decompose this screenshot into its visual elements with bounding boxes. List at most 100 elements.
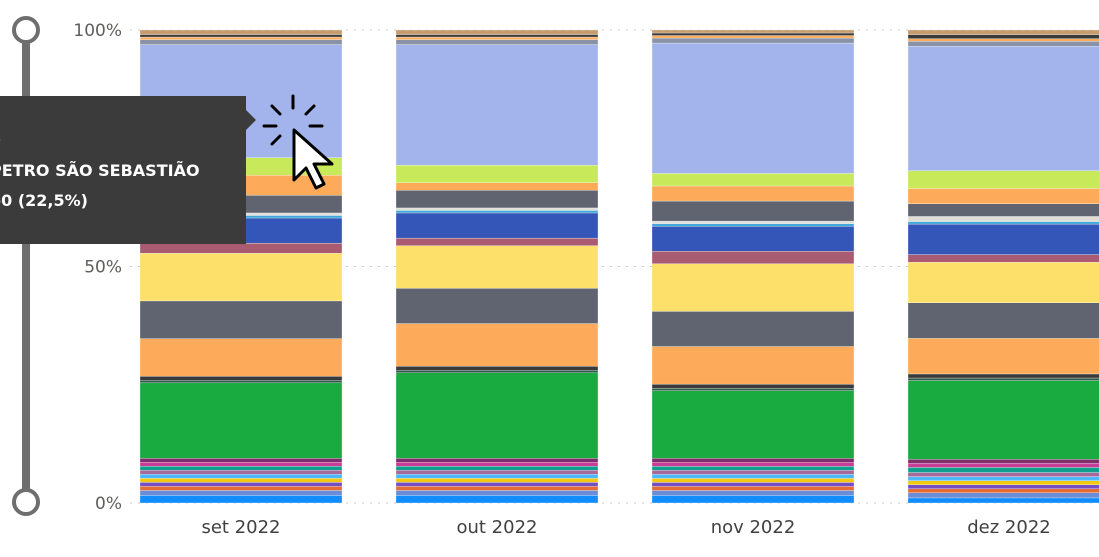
bar-segment[interactable] [651, 458, 855, 463]
bar-segment[interactable] [907, 373, 1099, 379]
bar-segment[interactable] [907, 380, 1099, 460]
bar-segment[interactable] [651, 311, 855, 347]
bar-segment[interactable] [907, 476, 1099, 481]
bar-segment[interactable] [907, 29, 1099, 35]
bar-segment[interactable] [651, 383, 855, 389]
bar-segment[interactable] [907, 170, 1099, 189]
bar-segment[interactable] [907, 459, 1099, 464]
bar-segment[interactable] [139, 462, 343, 467]
bar-segment[interactable] [907, 188, 1099, 204]
bar-segment[interactable] [395, 34, 599, 38]
bar-segment[interactable] [651, 490, 855, 496]
bar-segment[interactable] [395, 182, 599, 191]
bar-segment[interactable] [395, 165, 599, 183]
bar-segment[interactable] [395, 495, 599, 504]
slider-handle-top[interactable] [12, 16, 40, 44]
bar-segment[interactable] [907, 34, 1099, 39]
bar-segment[interactable] [651, 223, 855, 227]
bar-segment[interactable] [651, 466, 855, 471]
bar-segment[interactable] [651, 251, 855, 264]
bar-segment[interactable] [139, 34, 343, 38]
bar-segment[interactable] [651, 263, 855, 312]
bar-segment[interactable] [651, 220, 855, 224]
bar-segment[interactable] [395, 470, 599, 475]
bar-segment[interactable] [139, 474, 343, 479]
bar-segment[interactable] [395, 245, 599, 289]
bar-segment[interactable] [651, 478, 855, 483]
bar-segment[interactable] [907, 377, 1099, 381]
bar-segment[interactable] [907, 254, 1099, 263]
bar-segment[interactable] [395, 482, 599, 487]
bar-segment[interactable] [395, 458, 599, 463]
bar-segment[interactable] [139, 380, 343, 384]
bar-segment[interactable] [395, 237, 599, 246]
bar-segment[interactable] [139, 495, 343, 504]
bar-segment[interactable] [395, 366, 599, 371]
bar-segment[interactable] [395, 490, 599, 496]
bar-segment[interactable] [395, 207, 599, 211]
bar-segment[interactable] [395, 39, 599, 45]
bar-segment[interactable] [907, 488, 1099, 493]
bar-segment[interactable] [395, 29, 599, 35]
bar-segment[interactable] [139, 300, 343, 339]
bar-segment[interactable] [395, 288, 599, 324]
bar-segment[interactable] [395, 212, 599, 239]
bar-segment[interactable] [139, 253, 343, 302]
bar-segment[interactable] [907, 203, 1099, 217]
bar-segment[interactable] [907, 484, 1099, 489]
bar-segment[interactable] [139, 338, 343, 377]
bar-segment[interactable] [907, 472, 1099, 477]
bar-segment[interactable] [139, 478, 343, 483]
bar-segment[interactable] [395, 190, 599, 209]
bar-segment[interactable] [651, 495, 855, 504]
bar-segment[interactable] [651, 225, 855, 252]
bar-segment[interactable] [651, 185, 855, 202]
bar-segment[interactable] [395, 462, 599, 467]
bar-segment[interactable] [395, 370, 599, 373]
bar-segment[interactable] [139, 458, 343, 463]
bar-segment[interactable] [907, 492, 1099, 499]
bar-segment[interactable] [651, 29, 855, 34]
bar-segment[interactable] [651, 42, 855, 174]
bar-segment[interactable] [395, 323, 599, 367]
bar-segment[interactable] [907, 480, 1099, 485]
bar-segment[interactable] [395, 474, 599, 479]
bar-segment[interactable] [139, 470, 343, 475]
bar-segment[interactable] [139, 466, 343, 471]
bar-segment[interactable] [651, 173, 855, 187]
bar-segment[interactable] [395, 44, 599, 166]
bar-segment[interactable] [651, 390, 855, 459]
bar-segment[interactable] [139, 36, 343, 40]
bar-segment[interactable] [651, 474, 855, 479]
range-slider[interactable] [12, 16, 40, 516]
bar-segment[interactable] [139, 39, 343, 45]
bar-segment[interactable] [907, 221, 1099, 225]
bar-segment[interactable] [907, 467, 1099, 473]
bar-segment[interactable] [907, 262, 1099, 303]
bar-segment[interactable] [139, 242, 343, 254]
bar-segment[interactable] [907, 41, 1099, 47]
slider-handle-bottom[interactable] [12, 488, 40, 516]
bar-segment[interactable] [907, 497, 1099, 504]
bar-segment[interactable] [907, 463, 1099, 468]
bar-segment[interactable] [651, 462, 855, 467]
bar-segment[interactable] [139, 382, 343, 459]
bar-segment[interactable] [139, 486, 343, 491]
bar-segment[interactable] [651, 470, 855, 475]
bar-segment[interactable] [139, 376, 343, 381]
bar-segment[interactable] [395, 478, 599, 483]
bar-segment[interactable] [651, 32, 855, 36]
bar-segment[interactable] [139, 482, 343, 487]
bar-segment[interactable] [395, 486, 599, 491]
bar-segment[interactable] [651, 482, 855, 487]
bar-segment[interactable] [139, 490, 343, 496]
bar-segment[interactable] [651, 200, 855, 222]
bar-segment[interactable] [907, 302, 1099, 339]
bar-segment[interactable] [395, 210, 599, 214]
bar-segment[interactable] [907, 38, 1099, 42]
bar-segment[interactable] [651, 387, 855, 391]
bar-segment[interactable] [907, 46, 1099, 171]
bar-segment[interactable] [907, 216, 1099, 222]
bar-segment[interactable] [395, 36, 599, 40]
bar-segment[interactable] [651, 37, 855, 44]
